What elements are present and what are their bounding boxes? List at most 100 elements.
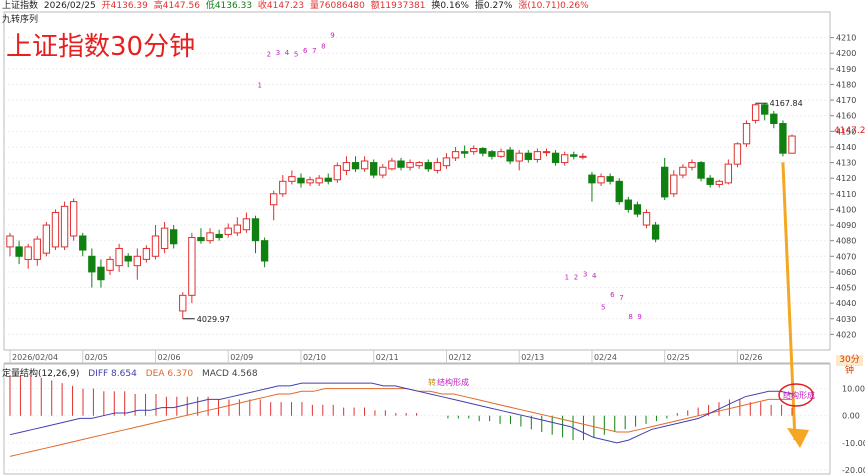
date-label: 02/11	[376, 353, 399, 362]
diff-value: DIFF 8.654	[88, 369, 137, 379]
td-number-down: 1	[565, 274, 569, 282]
candle-body	[251, 218, 260, 242]
macd-header: 定量结构(12,26,9) DIFF 8.654 DEA 6.370 MACD …	[2, 366, 264, 379]
candle-body	[597, 176, 605, 184]
candle-body	[615, 180, 623, 203]
candle-body	[488, 151, 496, 157]
down-arrow-head	[787, 428, 809, 448]
candle-body	[24, 246, 32, 260]
macd-tick-label: 0.00	[842, 412, 860, 421]
date-label: 02/06	[157, 353, 180, 362]
candle-body	[397, 160, 405, 168]
timeframe-button[interactable]: 30分钟	[836, 355, 863, 376]
price-tick-label: 4190	[836, 65, 856, 74]
candle-body	[142, 247, 151, 260]
price-tick-label: 4210	[836, 34, 856, 43]
candle-body	[197, 237, 205, 242]
candle-body	[260, 240, 269, 262]
candle-body	[297, 177, 305, 184]
candle-body	[761, 104, 769, 115]
candle-body	[661, 166, 669, 198]
td-number-down: 2	[574, 274, 578, 282]
candle-body	[15, 246, 23, 257]
date-label: 02/13	[521, 353, 544, 362]
candle-body	[560, 154, 569, 164]
td-number-up: 7	[312, 47, 316, 55]
macd-name: 定量结构(12,26,9)	[2, 369, 80, 379]
date-label: 2026/02/04	[12, 353, 58, 362]
candle-body	[724, 163, 733, 184]
candle-body	[570, 154, 578, 157]
candle-body	[770, 113, 778, 125]
date-label: 02/26	[739, 353, 762, 362]
price-tick-label: 4160	[836, 112, 856, 121]
price-tick-label: 4060	[836, 268, 856, 277]
turnover: 换0.16%	[431, 1, 469, 11]
candle-body	[160, 227, 169, 249]
candle-body	[497, 151, 505, 157]
td-number-down: 9	[637, 313, 641, 321]
candle-body	[206, 232, 214, 242]
price-tick-label: 4120	[836, 174, 856, 183]
price-tick-label: 4040	[836, 299, 856, 308]
change: 涨(10.71)0.26%	[518, 1, 589, 11]
candle-body	[442, 157, 451, 167]
price-tick-label: 4110	[836, 190, 856, 199]
quote-date: 2026/02/25	[43, 1, 96, 11]
candle-body	[6, 235, 14, 248]
candle-body	[288, 176, 296, 182]
macd-value: MACD 4.568	[201, 369, 258, 379]
td-number-down: 4	[592, 272, 597, 280]
candle-body	[188, 237, 196, 296]
price-tick-label: 4070	[836, 252, 856, 261]
struct-circle-label: 结构形成	[783, 390, 815, 400]
price-tick-label: 4130	[836, 159, 856, 168]
candle-body	[788, 135, 796, 154]
overlay-title: 上证指数30分钟	[6, 32, 196, 62]
candle-body	[79, 235, 87, 251]
candle-body	[360, 160, 369, 170]
td-number-up: 6	[303, 47, 308, 55]
high-marker-label: 4167.84	[770, 99, 803, 108]
amount: 额11937381	[370, 1, 426, 11]
volume: 量76086480	[310, 1, 365, 11]
macd-tick-label: 10.00	[842, 385, 865, 394]
td-number-down: 6	[610, 291, 615, 299]
price-tick-label: 4140	[836, 143, 856, 152]
price-tick-label: 4050	[836, 284, 856, 293]
candle-body	[115, 247, 123, 267]
down-arrow-shaft	[781, 162, 797, 441]
price-tick-label: 4080	[836, 237, 856, 246]
candle-body	[688, 162, 696, 168]
quote-header: 上证指数 2026/02/25 开4136.39 高4147.56 低4136.…	[2, 1, 592, 12]
candle-body	[479, 148, 487, 154]
turn-label: 转	[428, 377, 436, 387]
candle-body	[670, 174, 678, 195]
close-price: 收4147.23	[257, 1, 305, 11]
date-label: 02/12	[448, 353, 471, 362]
candle-body	[515, 152, 523, 162]
candle-body	[642, 212, 651, 226]
candle-body	[579, 155, 587, 158]
td-number-down: 8	[628, 313, 632, 321]
candle-body	[333, 165, 342, 181]
candle-body	[451, 151, 460, 159]
diff-line	[9, 382, 793, 444]
high-price: 高4147.56	[153, 1, 200, 11]
candle-body	[406, 162, 414, 168]
candle-body	[460, 151, 469, 154]
candle-body	[279, 180, 287, 195]
candle-body	[370, 162, 378, 176]
date-label: 02/09	[230, 353, 253, 362]
candle-body	[506, 149, 514, 162]
date-label: 02/10	[303, 353, 326, 362]
candle-body	[533, 151, 542, 160]
candle-body	[633, 204, 642, 215]
candle-body	[42, 224, 51, 254]
struct-circle	[778, 383, 814, 407]
price-tick-label: 4090	[836, 221, 856, 230]
candle-body	[51, 212, 60, 248]
td-number-up: 1	[258, 82, 262, 90]
candle-body	[324, 177, 332, 182]
